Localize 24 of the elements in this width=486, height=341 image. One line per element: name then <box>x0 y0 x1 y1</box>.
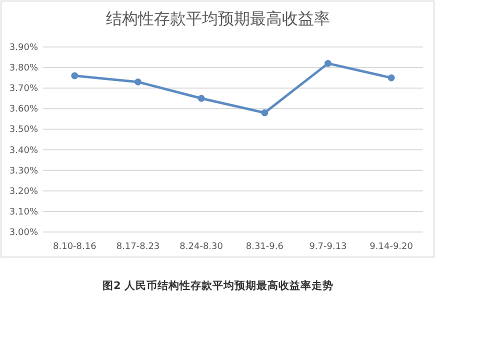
point <box>261 109 268 116</box>
x-tick-label: 9.14-9.20 <box>370 242 414 252</box>
y-tick-label: 3.90% <box>9 43 38 53</box>
y-tick-label: 3.30% <box>9 166 38 176</box>
x-tick-label: 9.7-9.13 <box>309 242 347 252</box>
y-tick-label: 3.60% <box>9 104 38 115</box>
y-tick-label: 3.70% <box>9 84 38 94</box>
y-tick-label: 3.00% <box>9 228 38 238</box>
y-tick-label: 3.20% <box>9 186 38 197</box>
point <box>324 60 332 67</box>
chart-title: 结构性存款平均预期最高收益率 <box>106 9 330 28</box>
y-tick-label: 3.10% <box>9 207 38 218</box>
x-tick-label: 8.17-8.23 <box>116 242 160 252</box>
caption: 图2 人民币结构性存款平均预期最高收益率走势 <box>102 279 334 292</box>
point <box>198 94 205 102</box>
x-tick-label: 8.10-8.16 <box>53 242 97 252</box>
y-tick-label: 3.40% <box>9 146 38 156</box>
point <box>134 78 142 86</box>
x-tick-label: 8.31-9.6 <box>246 242 284 252</box>
point <box>388 74 395 82</box>
point <box>71 72 78 80</box>
x-tick-label: 8.24-8.30 <box>180 242 224 252</box>
y-tick-label: 3.80% <box>9 64 38 74</box>
y-tick-label: 3.50% <box>9 125 38 136</box>
